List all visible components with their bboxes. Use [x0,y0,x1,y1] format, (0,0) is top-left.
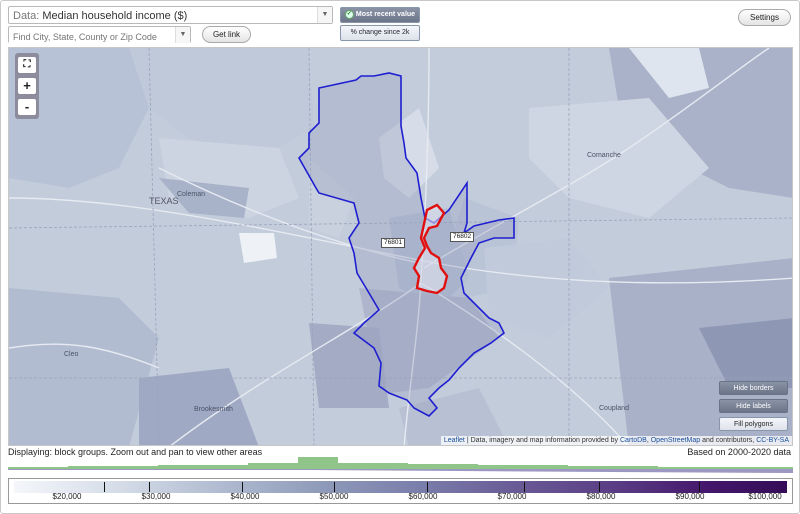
place-label-brookesmith: Brookesmith [194,406,233,413]
choropleth-map[interactable]: ⛶ + - TEXAS Coleman Comanche Coupland Cl… [8,47,793,446]
state-label: TEXAS [149,196,179,206]
scale-marker [242,482,243,492]
leaflet-link[interactable]: Leaflet [443,437,465,444]
fill-polygons-button[interactable]: Fill polygons [719,417,788,431]
fullscreen-icon[interactable]: ⛶ [18,57,36,73]
scale-marker [427,482,428,492]
place-label-comanche: Comanche [587,152,621,159]
location-search[interactable]: ▼ [8,26,191,45]
scale-marker [104,482,105,492]
cartodb-link[interactable]: CartoDB [620,437,647,444]
get-link-button[interactable]: Get link [202,26,251,43]
scale-marker [524,482,525,492]
scale-marker [699,482,700,492]
place-label-cleo: Cleo [64,351,79,358]
value-histogram [8,457,793,473]
data-select[interactable]: Data: Median household income ($) ▼ [8,6,333,24]
scale-tick-label: $30,000 [141,492,171,501]
search-input[interactable] [9,29,177,45]
map-attribution: Leaflet | Data, imagery and map informat… [440,436,792,445]
hide-labels-button[interactable]: Hide labels [719,399,788,413]
settings-button[interactable]: Settings [738,9,791,26]
color-scale-legend[interactable]: $20,000 $30,000 $40,000 $50,000 $60,000 … [8,478,793,504]
zoom-out-button[interactable]: - [18,99,36,115]
zoom-in-button[interactable]: + [18,78,36,94]
scale-marker [149,482,150,492]
scale-marker [334,482,335,492]
scale-marker [599,482,600,492]
attribution-text: and contributors, [700,437,757,444]
scale-tick-label: $40,000 [230,492,260,501]
percent-change-button[interactable]: % change since 2k [340,25,420,41]
license-link[interactable]: CC-BY-SA [756,437,789,444]
attribution-sep: , [646,437,651,444]
zoom-control: ⛶ + - [15,53,39,119]
scale-tick-label: $90,000 [675,492,705,501]
most-recent-value-button[interactable]: ✓ Most recent value [340,7,420,23]
scale-gradient [14,481,787,493]
data-select-label: Data: [13,10,40,22]
display-status: Displaying: block groups. Zoom out and p… [8,447,263,457]
scale-tick-label: $70,000 [497,492,527,501]
scale-tick-label: $80,000 [586,492,616,501]
data-select-value: Median household income ($) [42,10,188,22]
chevron-down-icon[interactable]: ▼ [317,7,332,23]
map-canvas [9,48,792,445]
zip-label[interactable]: 76801 [381,238,406,248]
attribution-text: | Data, imagery and map information prov… [464,437,620,444]
scale-tick-label: $50,000 [319,492,349,501]
scale-tick-label: $60,000 [408,492,438,501]
checkmark-icon: ✓ [344,9,354,19]
zip-label[interactable]: 76802 [450,232,475,242]
place-label-coleman: Coleman [177,191,206,198]
scale-tick-label: $20,000 [52,492,82,501]
osm-link[interactable]: OpenStreetMap [650,437,701,444]
scale-tick-label: $100,000 [748,492,782,501]
data-source-note: Based on 2000-2020 data [687,447,791,457]
most-recent-label: Most recent value [355,11,416,18]
place-label-coupland: Coupland [599,405,629,412]
hide-borders-button[interactable]: Hide borders [719,381,788,395]
search-dropdown-icon[interactable]: ▼ [175,27,190,43]
